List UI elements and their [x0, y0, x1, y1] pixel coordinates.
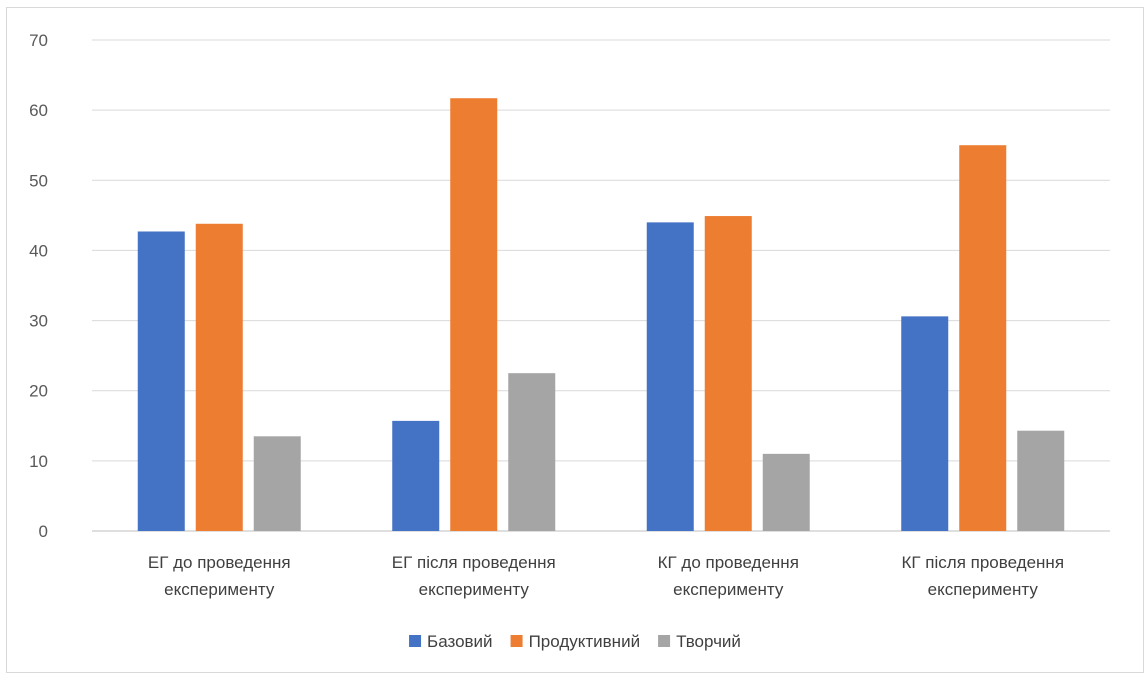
- bar-produktyvnyi: [195, 223, 243, 531]
- bar-tvorchyi: [508, 373, 556, 531]
- y-tick-label: 0: [39, 522, 48, 541]
- y-tick-label: 70: [29, 31, 48, 50]
- y-tick-label: 10: [29, 452, 48, 471]
- legend-swatch: [658, 635, 671, 647]
- x-category-label: ЕГ після проведення: [392, 553, 556, 572]
- y-tick-label: 60: [29, 101, 48, 120]
- x-category-label: експерименту: [928, 580, 1039, 599]
- gridlines: [92, 39, 1110, 532]
- bar-bazovyi: [392, 420, 440, 531]
- legend-swatch: [409, 635, 422, 647]
- y-tick-label: 20: [29, 382, 48, 401]
- x-category-label: КГ після проведення: [901, 553, 1064, 572]
- bars: [137, 98, 1065, 532]
- legend-label: Продуктивний: [529, 632, 641, 651]
- legend: Базовий Продуктивний Творчий: [409, 632, 741, 651]
- y-tick-label: 40: [29, 241, 48, 260]
- legend-label: Базовий: [427, 632, 493, 651]
- x-category-label: експерименту: [164, 580, 275, 599]
- bar-tvorchyi: [762, 453, 810, 531]
- x-category-label: експерименту: [419, 580, 530, 599]
- bar-bazovyi: [137, 231, 185, 532]
- x-category-label: ЕГ до проведення: [148, 553, 291, 572]
- bar-produktyvnyi: [704, 216, 752, 531]
- x-axis: ЕГ до проведення експерименту ЕГ після про…: [148, 553, 1064, 599]
- bar-tvorchyi: [253, 436, 301, 531]
- bar-bazovyi: [901, 316, 949, 531]
- bar-bazovyi: [646, 222, 694, 531]
- y-tick-label: 30: [29, 312, 48, 331]
- chart-frame: [6, 7, 1144, 673]
- legend-label: Творчий: [676, 632, 741, 651]
- bar-tvorchyi: [1017, 430, 1065, 531]
- y-tick-label: 50: [29, 171, 48, 190]
- legend-swatch: [510, 635, 523, 647]
- x-category-label: експерименту: [673, 580, 784, 599]
- bar-produktyvnyi: [959, 145, 1007, 531]
- bar-produktyvnyi: [450, 98, 498, 532]
- y-axis: 0 10 20 30 40 50 60 70: [29, 31, 48, 541]
- x-category-label: КГ до проведення: [658, 553, 799, 572]
